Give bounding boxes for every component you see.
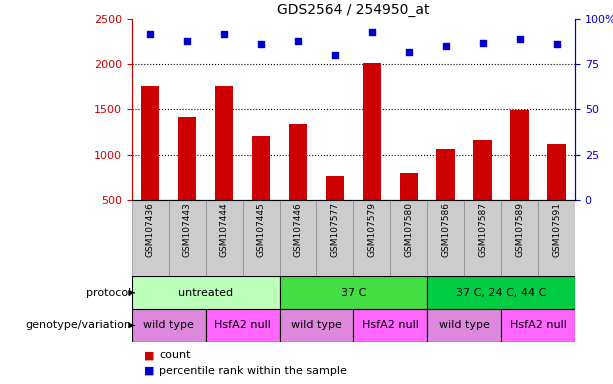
Bar	[132, 276, 280, 309]
Bar	[132, 200, 169, 276]
Bar	[252, 136, 270, 200]
Bar	[326, 176, 344, 200]
Bar	[178, 117, 196, 200]
Bar	[206, 200, 243, 276]
Point	[293, 38, 303, 44]
Bar	[280, 309, 353, 342]
Text: GSM107577: GSM107577	[330, 202, 340, 257]
Text: 37 C, 24 C, 44 C: 37 C, 24 C, 44 C	[456, 288, 546, 298]
Bar	[511, 110, 529, 200]
Bar	[280, 276, 427, 309]
Text: HsfA2 null: HsfA2 null	[509, 320, 566, 331]
Text: GSM107443: GSM107443	[183, 202, 192, 257]
Bar	[215, 86, 234, 200]
Text: GSM107587: GSM107587	[478, 202, 487, 257]
Bar	[427, 200, 464, 276]
Text: GSM107446: GSM107446	[294, 202, 302, 257]
Bar	[289, 124, 307, 200]
Point	[219, 31, 229, 37]
Bar	[501, 200, 538, 276]
Point	[404, 49, 414, 55]
Text: GSM107580: GSM107580	[405, 202, 413, 257]
Point	[515, 36, 525, 42]
Bar	[280, 200, 316, 276]
Bar	[547, 144, 566, 200]
Bar	[206, 309, 280, 342]
Point	[256, 41, 266, 48]
Point	[330, 52, 340, 58]
Bar	[400, 173, 418, 200]
Bar	[436, 149, 455, 200]
Bar	[243, 200, 280, 276]
Bar	[353, 200, 390, 276]
Text: wild type: wild type	[143, 320, 194, 331]
Text: HsfA2 null: HsfA2 null	[362, 320, 419, 331]
Text: GSM107586: GSM107586	[441, 202, 450, 257]
Text: wild type: wild type	[291, 320, 342, 331]
Bar	[316, 200, 353, 276]
Text: count: count	[159, 350, 191, 360]
Text: GSM107444: GSM107444	[219, 202, 229, 257]
Text: wild type: wild type	[439, 320, 490, 331]
Text: GSM107445: GSM107445	[257, 202, 265, 257]
Text: genotype/variation: genotype/variation	[25, 320, 131, 331]
Text: GSM107436: GSM107436	[146, 202, 154, 257]
Point	[367, 29, 377, 35]
Text: percentile rank within the sample: percentile rank within the sample	[159, 366, 347, 376]
Text: GSM107579: GSM107579	[367, 202, 376, 257]
Text: untreated: untreated	[178, 288, 233, 298]
Text: GSM107591: GSM107591	[552, 202, 561, 257]
Bar	[141, 86, 159, 200]
Point	[182, 38, 192, 44]
Bar	[501, 309, 575, 342]
Bar	[473, 140, 492, 200]
Text: HsfA2 null: HsfA2 null	[214, 320, 271, 331]
Bar	[169, 200, 206, 276]
Bar	[390, 200, 427, 276]
Text: protocol: protocol	[86, 288, 131, 298]
Bar	[363, 63, 381, 200]
Text: ■: ■	[144, 350, 154, 360]
Text: GSM107589: GSM107589	[515, 202, 524, 257]
Bar	[538, 200, 575, 276]
Bar	[132, 309, 206, 342]
Bar	[427, 309, 501, 342]
Point	[441, 43, 451, 50]
Bar	[427, 276, 575, 309]
Point	[145, 31, 155, 37]
Point	[552, 41, 562, 48]
Bar	[464, 200, 501, 276]
Title: GDS2564 / 254950_at: GDS2564 / 254950_at	[277, 3, 430, 17]
Point	[478, 40, 487, 46]
Bar	[353, 309, 427, 342]
Text: 37 C: 37 C	[341, 288, 366, 298]
Text: ■: ■	[144, 366, 154, 376]
